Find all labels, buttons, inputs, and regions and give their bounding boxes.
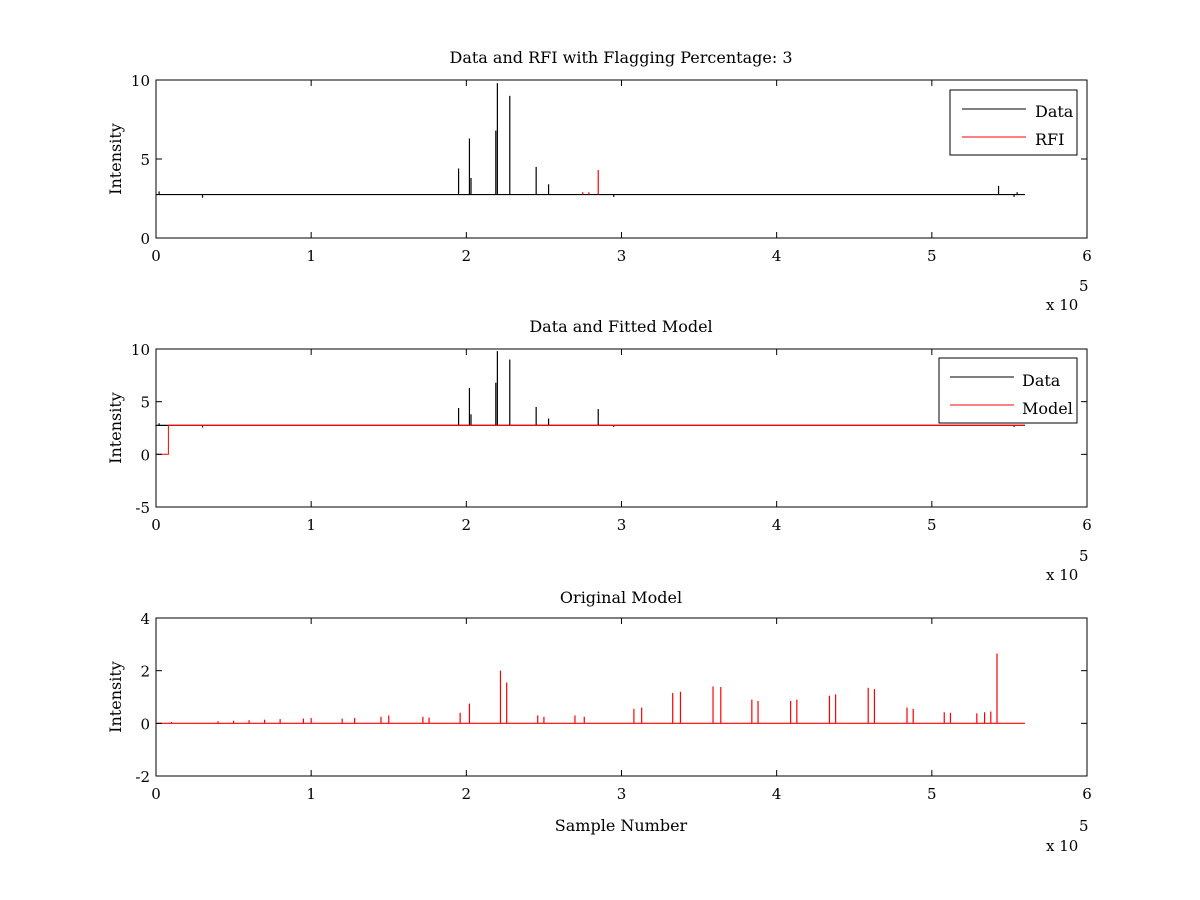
x-exponent-label: x 10 bbox=[1046, 837, 1078, 855]
x-tick-label: 4 bbox=[772, 516, 782, 534]
x-tick-label: 1 bbox=[306, 516, 316, 534]
legend-entry-rfi: RFI bbox=[1035, 130, 1064, 149]
legend: Data Model bbox=[938, 357, 1078, 424]
x-exponent-label: x 10 bbox=[1046, 296, 1078, 314]
y-tick-label: 10 bbox=[131, 72, 150, 90]
x-tick-label: 4 bbox=[772, 247, 782, 265]
x-tick-label: 2 bbox=[462, 516, 472, 534]
legend-entry-data: Data bbox=[1035, 102, 1074, 121]
x-tick-label: 5 bbox=[927, 247, 937, 265]
x-tick-label: 6 bbox=[1082, 247, 1092, 265]
y-tick-label: 0 bbox=[140, 446, 150, 464]
x-tick-label: 2 bbox=[462, 247, 472, 265]
y-tick-label: 4 bbox=[140, 610, 150, 628]
x-tick-label: 5 bbox=[927, 516, 937, 534]
legend: Data RFI bbox=[949, 89, 1078, 156]
x-tick-label: 1 bbox=[306, 247, 316, 265]
series-0-data bbox=[156, 83, 1025, 198]
x-tick-label: 1 bbox=[306, 785, 316, 803]
x-tick-label: 6 bbox=[1082, 785, 1092, 803]
x-tick-label: 3 bbox=[617, 785, 627, 803]
x-axis-label: Sample Number bbox=[555, 816, 688, 835]
y-axis-label: Intensity bbox=[106, 661, 125, 733]
y-tick-label: 5 bbox=[140, 394, 150, 412]
y-tick-label: 5 bbox=[140, 151, 150, 169]
x-tick-label: 2 bbox=[462, 785, 472, 803]
x-tick-label: 3 bbox=[617, 516, 627, 534]
y-tick-label: -5 bbox=[135, 499, 150, 517]
y-tick-label: 0 bbox=[140, 230, 150, 248]
legend-box bbox=[938, 357, 1078, 424]
x-tick-label: 3 bbox=[617, 247, 627, 265]
y-axis-label: Intensity bbox=[106, 392, 125, 464]
y-tick-label: 10 bbox=[131, 341, 150, 359]
x-tick-label: 0 bbox=[151, 247, 161, 265]
legend-box bbox=[949, 89, 1078, 156]
x-tick-label: 5 bbox=[927, 785, 937, 803]
legend-entry-model: Model bbox=[1022, 399, 1073, 418]
panel-title: Data and RFI with Flagging Percentage: 3 bbox=[449, 48, 792, 67]
x-tick-label: 0 bbox=[151, 516, 161, 534]
series-1-rfi bbox=[582, 170, 599, 195]
panel-fitted-model: Data and Fitted Model Intensity x 10 5 0… bbox=[106, 317, 1092, 584]
y-tick-label: 0 bbox=[140, 715, 150, 733]
x-exponent-power: 5 bbox=[1079, 547, 1089, 565]
x-exponent-label: x 10 bbox=[1046, 566, 1078, 584]
series-0 bbox=[156, 653, 1025, 724]
legend-entry-data: Data bbox=[1022, 371, 1061, 390]
x-tick-label: 0 bbox=[151, 785, 161, 803]
y-tick-label: -2 bbox=[135, 768, 150, 786]
y-axis-label: Intensity bbox=[106, 123, 125, 195]
x-exponent-power: 5 bbox=[1079, 817, 1089, 835]
y-tick-label: 2 bbox=[140, 663, 150, 681]
panel-title: Original Model bbox=[560, 588, 682, 607]
panel-original-model: Original Model Intensity Sample Number x… bbox=[106, 588, 1092, 855]
x-tick-label: 6 bbox=[1082, 516, 1092, 534]
panel-rfi: Data and RFI with Flagging Percentage: 3… bbox=[106, 48, 1092, 314]
x-tick-label: 4 bbox=[772, 785, 782, 803]
panel-title: Data and Fitted Model bbox=[529, 317, 712, 336]
x-exponent-power: 5 bbox=[1079, 277, 1089, 295]
